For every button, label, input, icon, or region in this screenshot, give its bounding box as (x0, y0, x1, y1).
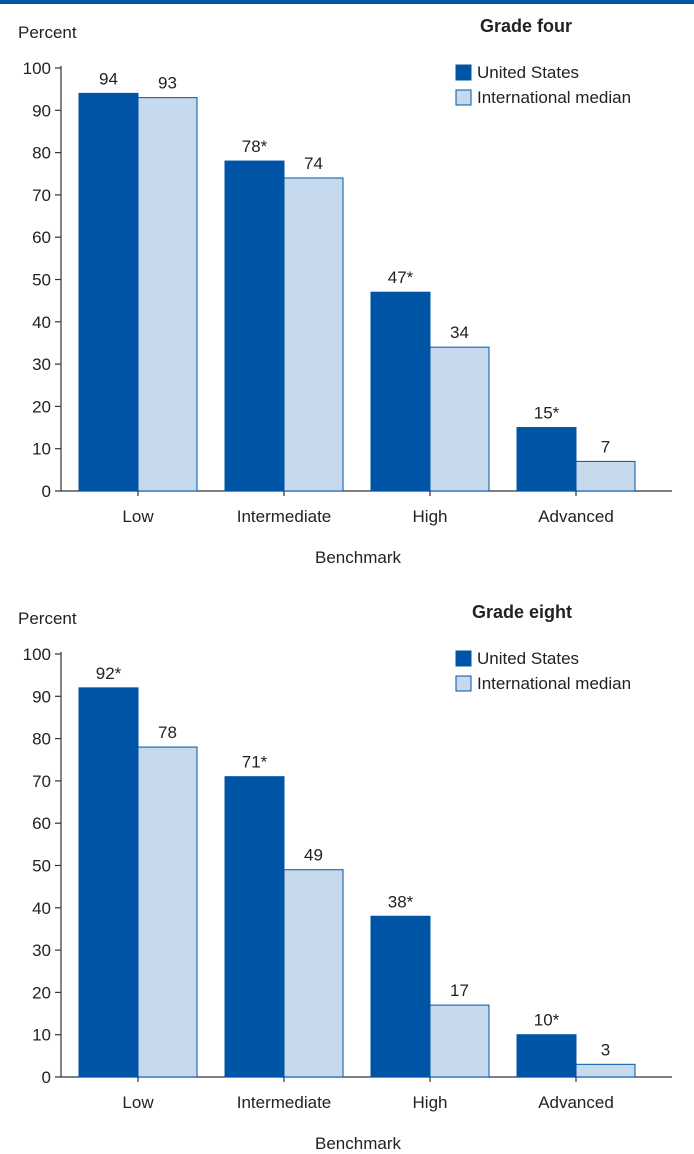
chart-1-x-axis-label: Benchmark (315, 548, 401, 566)
chart-1-chart-title: Grade four (480, 16, 572, 36)
chart-1-data-label: 74 (304, 154, 323, 173)
chart-1-data-label: 47* (388, 268, 414, 287)
chart-1-y-tick-label: 100 (23, 59, 51, 78)
chart-1-x-tick-label-low: Low (122, 507, 154, 526)
chart-2-bar-intermediate-united-states (224, 776, 285, 1078)
chart-1-y-tick-label: 10 (32, 440, 51, 459)
top-rule (0, 0, 694, 4)
chart-1-bar-intermediate-international-median (283, 177, 344, 492)
chart-2-bar-high-united-states (370, 915, 431, 1078)
chart-2-y-axis-label: Percent (18, 609, 77, 628)
chart-1-bar-intermediate-united-states (224, 160, 285, 492)
chart-2-y-tick-label: 80 (32, 730, 51, 749)
chart-1-y-tick-label: 20 (32, 397, 51, 416)
chart-2-data-label: 10* (534, 1011, 560, 1030)
chart-2-bar-intermediate-international-median (283, 869, 344, 1078)
chart-1-bar-high-international-median (429, 346, 490, 492)
chart-1-data-label: 94 (99, 69, 118, 88)
chart-1-bar-advanced-international-median (575, 460, 636, 492)
chart-2-y-tick-label: 100 (23, 645, 51, 664)
chart-1-y-tick-label: 90 (32, 101, 51, 120)
chart-1-y-tick-label: 0 (42, 482, 51, 501)
chart-2-data-label: 17 (450, 981, 469, 1000)
chart-1-data-label: 15* (534, 404, 560, 423)
chart-2-data-label: 38* (388, 892, 414, 911)
chart-2-bar-low-international-median (137, 746, 198, 1078)
chart-2-bar-advanced-united-states (516, 1034, 577, 1078)
chart-1-y-tick-label: 60 (32, 228, 51, 247)
chart-2-x-tick-label-advanced: Advanced (538, 1093, 614, 1112)
chart-2-x-tick-label-intermediate: Intermediate (237, 1093, 332, 1112)
chart-2-legend-swatch-international-median (455, 675, 472, 692)
chart-2-bar-low-united-states (78, 687, 139, 1078)
chart-2-bar-advanced-international-median (575, 1063, 636, 1078)
chart-2-legend-swatch-united-states (455, 650, 472, 667)
chart-1-y-tick-label: 50 (32, 271, 51, 290)
chart-2-y-tick-label: 10 (32, 1026, 51, 1045)
chart-2-y-tick-label: 0 (42, 1068, 51, 1087)
chart-2-y-tick-label: 40 (32, 899, 51, 918)
chart-1-x-tick-label-advanced: Advanced (538, 507, 614, 526)
chart-2-y-tick-label: 30 (32, 941, 51, 960)
chart-2-y-tick-label: 60 (32, 814, 51, 833)
chart-2-data-label: 3 (601, 1040, 610, 1059)
chart-2-x-axis-label: Benchmark (315, 1134, 401, 1152)
chart-2-y-tick-label: 90 (32, 687, 51, 706)
chart-1-bar-low-international-median (137, 97, 198, 492)
chart-1-bar-advanced-united-states (516, 427, 577, 492)
chart-1-y-tick-label: 30 (32, 355, 51, 374)
chart-2-y-tick-label: 70 (32, 772, 51, 791)
chart-1-data-label: 7 (601, 437, 610, 456)
chart-1-data-label: 34 (450, 323, 469, 342)
chart-2-legend-label-international-median: International median (477, 674, 631, 693)
chart-1-x-tick-label-intermediate: Intermediate (237, 507, 332, 526)
chart-1-bar-low-united-states (78, 92, 139, 492)
chart-grade-eight: Percent Grade eight United States Internati… (18, 602, 672, 1152)
chart-2-legend-label-united-states: United States (477, 649, 579, 668)
chart-grade-four: Percent Grade four United States Internatio… (18, 16, 672, 566)
chart-1-legend-swatch-united-states (455, 64, 472, 81)
chart-1-data-label: 93 (158, 74, 177, 93)
chart-2-bar-high-international-median (429, 1004, 490, 1078)
chart-2-data-label: 71* (242, 753, 268, 772)
chart-2-data-label: 92* (96, 664, 122, 683)
chart-1-legend-swatch-international-median (455, 89, 472, 106)
chart-2-y-tick-label: 50 (32, 857, 51, 876)
chart-2-x-tick-label-low: Low (122, 1093, 154, 1112)
chart-1-legend-label-international-median: International median (477, 88, 631, 107)
chart-2-data-label: 78 (158, 723, 177, 742)
chart-2-chart-title: Grade eight (472, 602, 572, 622)
chart-1-x-tick-label-high: High (413, 507, 448, 526)
chart-2-x-tick-label-high: High (413, 1093, 448, 1112)
chart-1-y-tick-label: 80 (32, 144, 51, 163)
chart-1-bar-high-united-states (370, 291, 431, 492)
chart-1-legend-label-united-states: United States (477, 63, 579, 82)
chart-1-y-tick-label: 40 (32, 313, 51, 332)
chart-2-data-label: 49 (304, 846, 323, 865)
chart-1-data-label: 78* (242, 137, 268, 156)
chart-2-y-tick-label: 20 (32, 983, 51, 1002)
chart-1-y-tick-label: 70 (32, 186, 51, 205)
chart-1-y-axis-label: Percent (18, 23, 77, 42)
